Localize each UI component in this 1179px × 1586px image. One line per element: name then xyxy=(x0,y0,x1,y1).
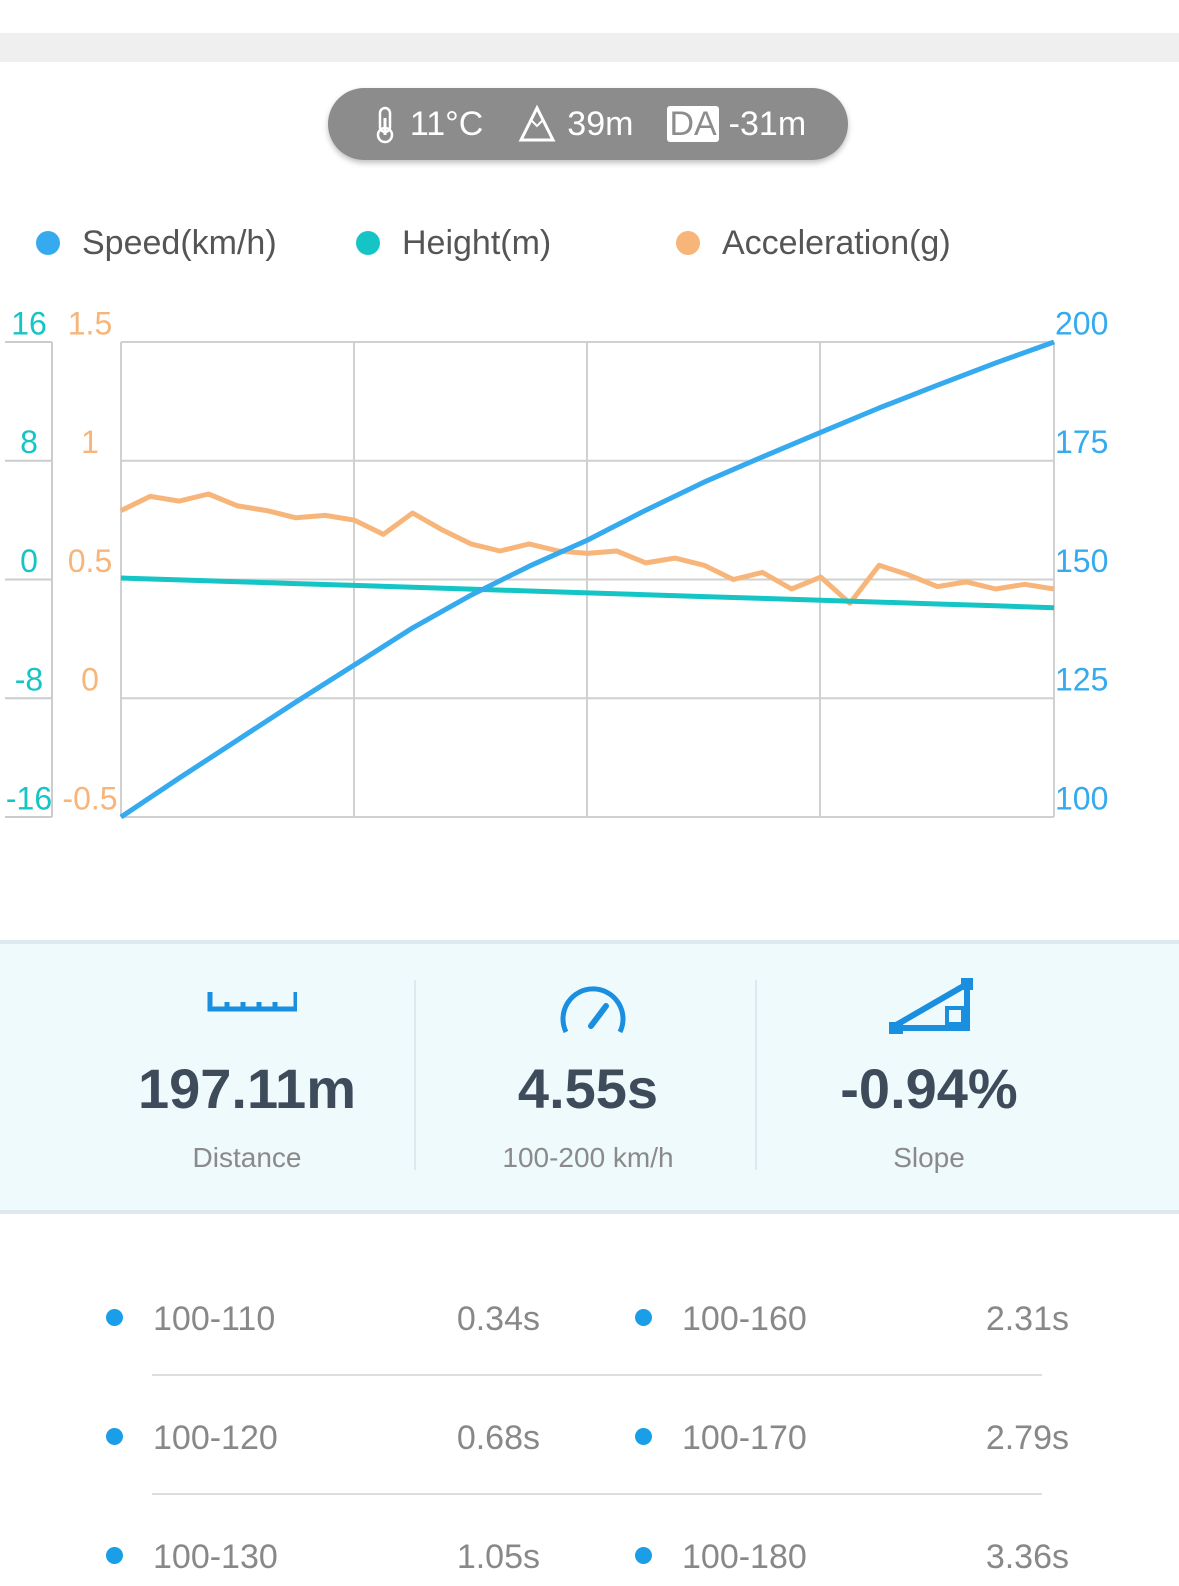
y2-tick-label: 8 xyxy=(20,424,38,460)
y3-tick-label: 0.5 xyxy=(68,543,112,579)
y2-tick-label: 16 xyxy=(11,305,47,341)
split-range: 100-130 xyxy=(153,1538,278,1576)
stats-panel: 197.11m Distance 4.55s 100-200 km/h -0.9… xyxy=(0,940,1179,1214)
da-badge: DA xyxy=(667,105,719,143)
thermometer-icon xyxy=(376,106,394,144)
line xyxy=(120,575,1055,611)
stat-slope: -0.94% Slope xyxy=(759,944,1099,1210)
stat-label: Slope xyxy=(893,1142,965,1173)
split-range: 100-160 xyxy=(682,1300,807,1338)
stat-label: Distance xyxy=(192,1142,302,1173)
split-dot xyxy=(106,1428,123,1445)
y-tick-label: 150 xyxy=(1055,543,1108,579)
split-range: 100-110 xyxy=(153,1300,276,1338)
split-time: 1.05s xyxy=(456,1538,540,1576)
y-tick-label: 200 xyxy=(1055,305,1108,341)
split-dot xyxy=(106,1309,123,1326)
split-range: 100-170 xyxy=(682,1419,807,1457)
conditions-pill: 11°C 39m DA -31m xyxy=(328,88,848,160)
divider xyxy=(414,980,416,1170)
y3-tick-label: 1 xyxy=(81,424,99,460)
y3-tick-label: 1.5 xyxy=(68,305,112,341)
split-time: 2.79s xyxy=(985,1419,1069,1457)
stat-label: 100-200 km/h xyxy=(502,1142,674,1173)
stat-value: 4.55s xyxy=(517,1057,659,1120)
split-dot xyxy=(635,1309,652,1326)
y3-tick-label: 0 xyxy=(81,662,99,698)
altitude: 39m xyxy=(567,104,634,143)
chart: 100 125 150 175 200 -16 -8 0 8 16 -0.5 0 0.5 1 1.5 Spee… xyxy=(5,224,1108,820)
line xyxy=(119,339,1055,820)
density-altitude: -31m xyxy=(728,104,807,143)
ruler-icon xyxy=(207,992,297,1012)
legend-marker xyxy=(676,231,700,255)
mountain-icon xyxy=(518,104,556,142)
y-tick-label: 175 xyxy=(1055,424,1108,460)
legend-marker xyxy=(36,231,60,255)
y2-tick-label: 0 xyxy=(20,543,38,579)
y3-tick-label: -0.5 xyxy=(62,780,117,816)
split-range: 100-180 xyxy=(682,1538,807,1576)
y2-tick-label: -16 xyxy=(6,780,52,816)
split-row: 100-110 0.34s 100-160 2.31s xyxy=(0,1288,1179,1348)
speedometer-icon xyxy=(560,986,626,1034)
y-tick-label: 100 xyxy=(1055,780,1108,816)
separator xyxy=(152,1493,1042,1495)
stat-value: 197.11m xyxy=(138,1057,356,1120)
split-time: 0.34s xyxy=(456,1300,540,1338)
split-time: 3.36s xyxy=(985,1538,1069,1576)
stat-time: 4.55s 100-200 km/h xyxy=(418,944,758,1210)
split-dot xyxy=(635,1547,652,1564)
stat-value: -0.94% xyxy=(840,1057,1018,1120)
stat-distance: 197.11m Distance xyxy=(77,944,417,1210)
legend-marker xyxy=(356,231,380,255)
separator xyxy=(152,1374,1042,1376)
slope-icon xyxy=(889,978,973,1034)
legend-label: Height(m) xyxy=(402,224,551,262)
legend-label: Speed(km/h) xyxy=(82,224,277,262)
y2-tick-label: -8 xyxy=(15,662,43,698)
divider xyxy=(755,980,757,1170)
y-tick-label: 125 xyxy=(1055,662,1108,698)
split-row: 100-130 1.05s 100-180 3.36s xyxy=(0,1526,1179,1586)
split-dot xyxy=(106,1547,123,1564)
split-range: 100-120 xyxy=(153,1419,278,1457)
top-bar xyxy=(0,33,1179,62)
split-time: 2.31s xyxy=(985,1300,1069,1338)
split-dot xyxy=(635,1428,652,1445)
temperature: 11°C xyxy=(409,104,484,143)
line xyxy=(119,491,1055,606)
split-time: 0.68s xyxy=(456,1419,540,1457)
legend-label: Acceleration(g) xyxy=(722,224,951,262)
split-row: 100-120 0.68s 100-170 2.79s xyxy=(0,1407,1179,1467)
